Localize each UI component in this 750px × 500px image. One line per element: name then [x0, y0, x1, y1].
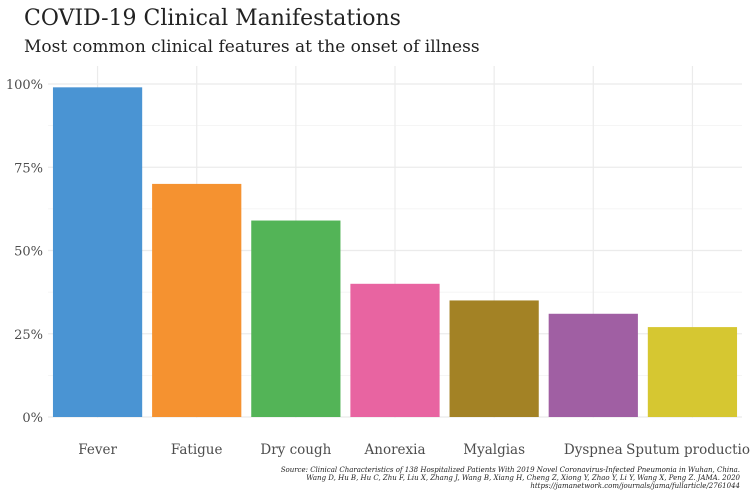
- bar-sputum-production: [647, 327, 738, 417]
- y-tick-label: 25%: [14, 328, 43, 343]
- caption-authors: Wang D, Hu B, Hu C, Zhu F, Liu X, Zhang …: [306, 474, 740, 482]
- caption-source: Source: Clinical Characteristics of 138 …: [280, 466, 740, 474]
- y-tick-label: 0%: [22, 411, 43, 426]
- chart-title: COVID-19 Clinical Manifestations: [24, 6, 401, 31]
- x-tick-label: Myalgias: [463, 442, 525, 458]
- y-tick-label: 50%: [14, 245, 43, 260]
- y-tick-label: 100%: [6, 78, 43, 93]
- bar-fatigue: [152, 183, 242, 417]
- x-tick-label: Anorexia: [364, 442, 426, 458]
- source-caption: Source: Clinical Characteristics of 138 …: [220, 466, 740, 490]
- y-tick-label: 75%: [14, 161, 43, 176]
- bar-anorexia: [350, 283, 440, 417]
- bars-layer: [52, 87, 738, 417]
- x-tick-label: Fever: [78, 442, 117, 458]
- x-tick-label: Dry cough: [260, 442, 331, 458]
- y-axis: 0% 25% 50% 75% 100%: [6, 78, 43, 426]
- x-tick-label: Fatigue: [171, 442, 223, 458]
- x-tick-label: Dyspnea: [564, 442, 623, 458]
- caption-url: https://jamanetwork.com/journals/jama/fu…: [530, 482, 740, 490]
- bar-fever: [52, 87, 143, 417]
- bar-dry-cough: [251, 220, 341, 417]
- bar-myalgias: [449, 300, 539, 417]
- x-axis: Fever Fatigue Dry cough Anorexia Myalgias Dys…: [78, 442, 750, 458]
- chart-subtitle: Most common clinical features at the ons…: [24, 37, 480, 57]
- x-tick-label: Sputum production: [626, 442, 750, 458]
- bar-dyspnea: [548, 313, 638, 417]
